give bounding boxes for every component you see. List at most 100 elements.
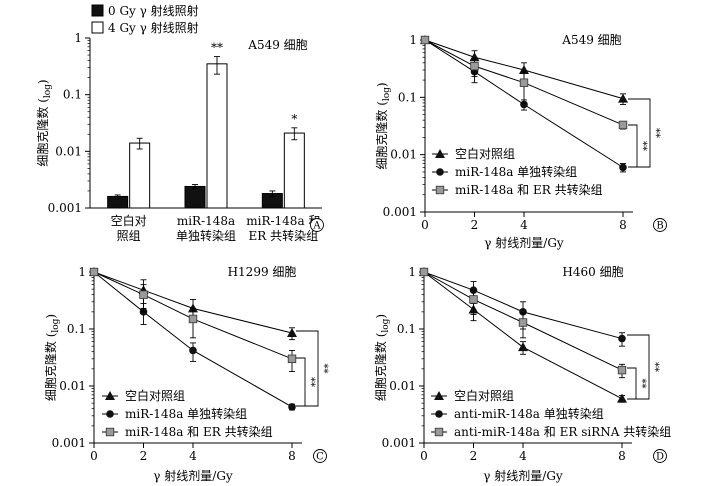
y-tick-label: 0.01 [55,144,82,158]
bar [129,142,151,209]
data-point-square [419,267,429,277]
series-line [423,271,623,400]
legend-label: 空白对照组 [454,388,514,403]
panel-letter: D [656,452,664,463]
legend-label: 空白对照组 [455,146,515,161]
panel-letter: A [312,221,321,232]
category-label: 单独转染组 [176,228,236,243]
panel-letter: B [656,221,663,232]
significance-brackets: **** [628,98,661,168]
legend-marker-circle [106,410,114,418]
y-tick-label: 0.001 [52,436,86,450]
category-label: 空白对 [111,213,147,228]
legend-marker-triangle [435,149,445,158]
data-point-square [518,318,528,327]
y-axis-label: 细胞克隆数 (log) [35,79,53,166]
data-point-square [139,290,148,299]
panel-a-title: A549 细胞 [247,38,307,52]
x-axis-label: γ 射线剂量/Gy [483,468,563,483]
x-tick-label: 2 [470,449,478,463]
x-axis-label: γ 射线剂量/Gy [484,235,564,250]
x-tick-label: 4 [520,218,528,232]
data-point-circle [288,403,296,411]
legend-marker-square [434,427,444,437]
panel-title: H1299 细胞 [228,265,297,279]
y-tick-label: 1 [408,265,416,279]
significance-mark: * [291,112,297,126]
bar [184,185,206,209]
y-tick-label: 0.01 [59,379,86,393]
y-tick-label: 1 [74,31,82,45]
legend-swatch [91,4,104,17]
x-tick-label: 0 [90,449,98,463]
panel-letter: C [316,452,324,463]
legend-label: 4 Gy γ 射线照射 [108,20,199,35]
data-point-square [519,78,529,87]
category-label: miR-148a [177,214,235,228]
series-line [93,271,293,334]
y-tick-label: 1 [78,265,86,279]
legend-label: miR-148a 单独转染组 [455,164,577,179]
y-tick-label: 0.001 [383,205,417,219]
data-point-circle [618,334,626,343]
bracket-inner [627,367,637,400]
y-tick-label: 0.001 [48,201,82,215]
series-line [423,271,623,340]
y-tick-label: 0.01 [389,379,416,393]
series-line [424,39,624,126]
legend-marker-circle [435,410,443,418]
x-tick-label: 2 [140,449,148,463]
data-point-triangle [188,303,198,313]
y-axis-label: 细胞克隆数 (log) [43,314,61,401]
y-tick-label: 0.001 [382,436,416,450]
legend-label: 0 Gy γ 射线照射 [108,3,199,18]
y-tick-label: 0.1 [397,322,416,336]
x-tick-label: 0 [420,449,428,463]
panel-letter-circle [310,218,324,232]
legend-label: anti-miR-148a 单独转染组 [454,406,604,421]
bracket-outer [628,98,651,168]
significance-brackets: **** [296,330,329,407]
bar [206,63,228,209]
data-point-square [617,365,627,375]
x-tick-label: 4 [189,449,197,463]
data-point-triangle [618,93,628,103]
panel-title: A549 细胞 [561,33,621,47]
x-tick-label: 8 [619,218,627,232]
panel-b: 1 0.1 0.01 0.001 0 2 4 8 γ 射线剂量/Gy 细胞克隆数 (log) A54… [374,33,667,250]
panel-d: 1 0.1 0.01 0.001 0 2 4 8 γ 射线剂量/Gy 细胞克隆数 (log) H46… [373,265,671,483]
data-point-circle [189,346,197,355]
legend-label: miR-148a 单独转染组 [125,406,247,421]
bracket-inner [628,124,638,168]
significance-mark: ** [650,128,661,138]
x-tick-label: 8 [288,449,296,463]
legend-label: 空白对照组 [125,388,185,403]
significance-mark: ** [318,364,329,374]
y-tick-label: 0.1 [67,322,86,336]
x-tick-label: 2 [471,218,479,232]
x-axis-label: γ 射线剂量/Gy [153,468,233,483]
legend-swatch [91,21,104,34]
panel-letter-circle [313,449,327,463]
x-tick-label: 8 [618,449,626,463]
significance-mark: ** [637,141,648,151]
legend-label: anti-miR-148a 和 ER siRNA 共转染组 [454,424,671,439]
data-point-square [470,61,479,71]
category-label: ER 共转染组 [249,228,319,243]
series-line [93,271,293,408]
x-tick-label: 4 [519,449,527,463]
series-line [423,271,623,371]
x-tick-label: 0 [421,218,429,232]
data-point-square [469,295,478,304]
data-point-square [420,35,430,45]
legend-label: miR-148a 和 ER 共转染组 [455,182,603,197]
y-tick-label: 0.1 [398,90,417,104]
significance-mark: ** [305,377,316,387]
panel-title: H460 细胞 [562,265,623,279]
significance-mark: ** [211,41,223,55]
y-axis-label: 细胞克隆数 (log) [373,314,391,401]
category-label: 照组 [117,229,141,243]
series-line [424,39,624,168]
data-point-square [188,314,198,324]
